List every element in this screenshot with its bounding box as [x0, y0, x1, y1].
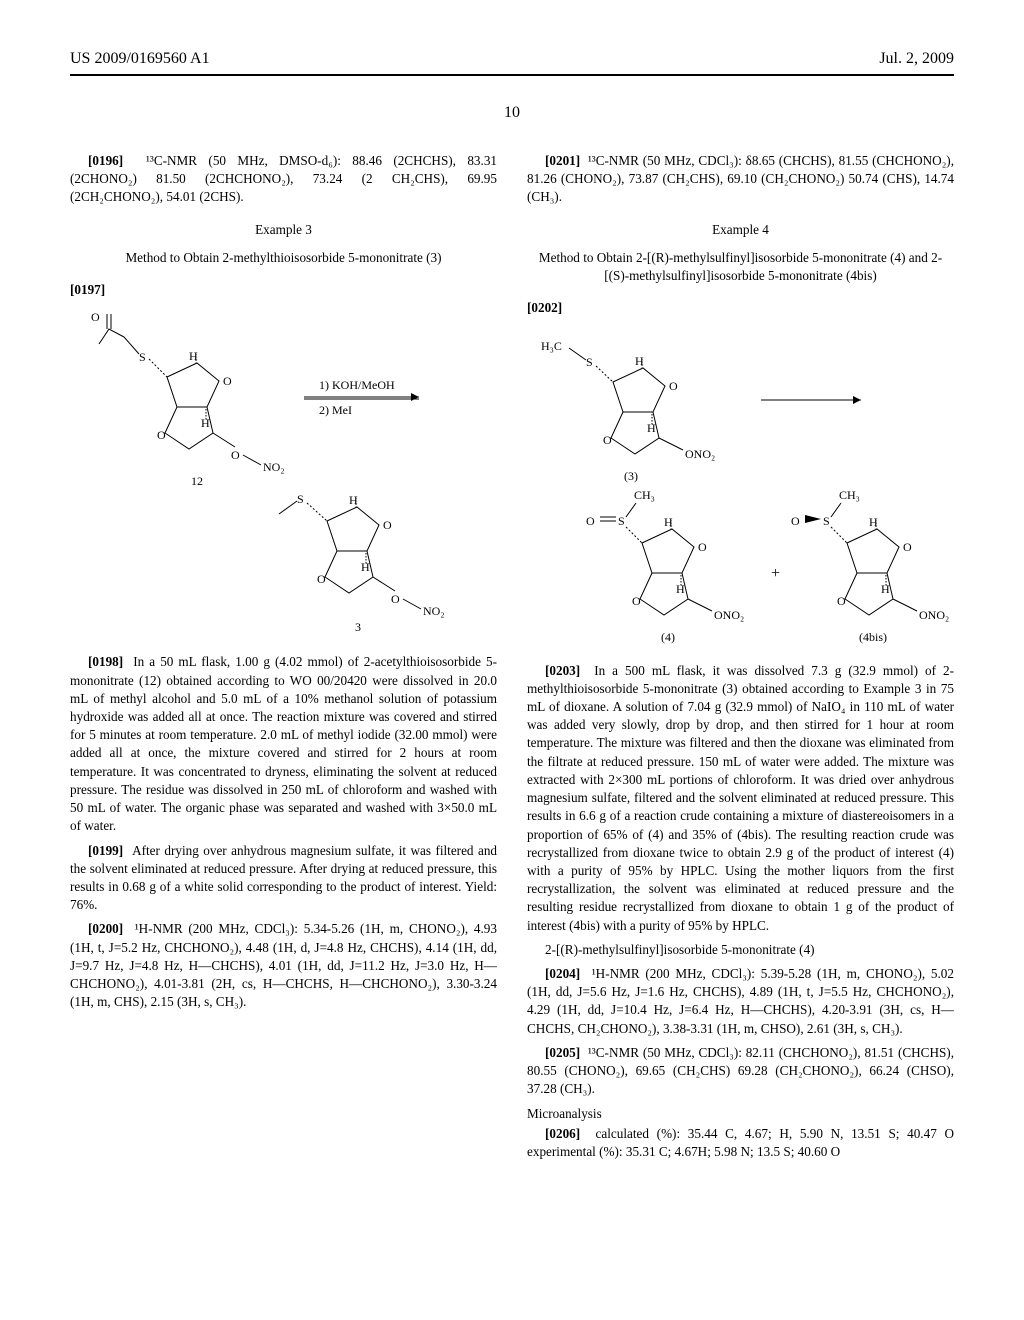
reaction-scheme-1: O S H O O [70, 309, 497, 639]
reagent2: 2) MeI [319, 403, 352, 417]
para-0197: [0197] [70, 281, 497, 299]
svg-text:O: O [391, 592, 400, 606]
scheme1-svg: O S H O O [79, 309, 489, 639]
svg-text:12: 12 [191, 474, 203, 488]
para-text: ¹³C-NMR (50 MHz, DMSO-d₆): 88.46 (2CHCHS… [70, 153, 497, 204]
svg-text:O: O [223, 374, 232, 388]
svg-text:(3): (3) [624, 469, 638, 483]
svg-text:O: O [791, 514, 800, 528]
svg-text:O: O [603, 433, 612, 447]
page: US 2009/0169560 A1 Jul. 2, 2009 10 [0196… [0, 0, 1024, 1320]
svg-text:ONO₂: ONO₂ [919, 608, 949, 622]
svg-text:(4bis): (4bis) [859, 630, 887, 644]
pub-date: Jul. 2, 2009 [879, 50, 954, 68]
compound-3: S H O O H O [279, 492, 445, 634]
svg-text:S: S [586, 355, 593, 369]
example-3-title: Method to Obtain 2-methylthioisosorbide … [70, 249, 497, 267]
para-0199: [0199] After drying over anhydrous magne… [70, 842, 497, 915]
svg-text:H: H [189, 349, 198, 363]
left-column: [0196] ¹³C-NMR (50 MHz, DMSO-d₆): 88.46 … [70, 152, 497, 1167]
svg-text:O: O [903, 540, 912, 554]
svg-text:ONO₂: ONO₂ [714, 608, 744, 622]
example-4-label: Example 4 [527, 221, 954, 239]
para-0200: [0200] ¹H-NMR (200 MHz, CDCl₃): 5.34-5.2… [70, 920, 497, 1011]
svg-text:CH₃: CH₃ [839, 488, 860, 502]
svg-text:CH₃: CH₃ [634, 488, 655, 502]
plus-icon: + [771, 565, 780, 582]
svg-text:ONO₂: ONO₂ [685, 447, 715, 461]
para-num: [0197] [70, 282, 105, 297]
reaction-arrow-1: 1) KOH/MeOH 2) MeI [304, 378, 419, 417]
microanalysis-heading: Microanalysis [527, 1105, 954, 1123]
svg-text:S: S [618, 514, 625, 528]
svg-text:O: O [632, 594, 641, 608]
svg-text:O: O [383, 518, 392, 532]
para-text: After drying over anhydrous magnesium su… [70, 843, 497, 913]
svg-text:H: H [664, 515, 673, 529]
svg-text:S: S [297, 492, 304, 506]
svg-text:S: S [823, 514, 830, 528]
para-0204: [0204] ¹H-NMR (200 MHz, CDCl₃): 5.39-5.2… [527, 965, 954, 1038]
svg-text:NO₂: NO₂ [423, 604, 445, 618]
svg-text:O: O [698, 540, 707, 554]
para-num: [0204] [545, 966, 580, 981]
para-num: [0199] [88, 843, 123, 858]
para-num: [0201] [545, 153, 580, 168]
para-text: ¹H-NMR (200 MHz, CDCl₃): 5.39-5.28 (1H, … [527, 966, 954, 1036]
para-num: [0196] [88, 153, 123, 168]
para-num: [0205] [545, 1045, 580, 1060]
svg-text:NO₂: NO₂ [263, 460, 285, 474]
svg-text:H: H [635, 354, 644, 368]
svg-text:H: H [349, 493, 358, 507]
para-0203: [0203] In a 500 mL flask, it was dissolv… [527, 662, 954, 935]
para-num: [0202] [527, 300, 562, 315]
para-num: [0198] [88, 654, 123, 669]
reaction-arrow-2 [761, 396, 861, 404]
para-0198: [0198] In a 50 mL flask, 1.00 g (4.02 mm… [70, 653, 497, 835]
para-0201: [0201] ¹³C-NMR (50 MHz, CDCl₃): δ8.65 (C… [527, 152, 954, 207]
scheme2-svg: H₃C S H O O H ONO₂ (3) [531, 328, 951, 648]
two-column-body: [0196] ¹³C-NMR (50 MHz, DMSO-d₆): 88.46 … [70, 152, 954, 1167]
para-0205: [0205] ¹³C-NMR (50 MHz, CDCl₃): 82.11 (C… [527, 1044, 954, 1099]
para-text: calculated (%): 35.44 C, 4.67; H, 5.90 N… [527, 1126, 954, 1159]
compound-4: CH₃ S O H O O H [586, 488, 744, 644]
para-text: ¹H-NMR (200 MHz, CDCl₃): 5.34-5.26 (1H, … [70, 921, 497, 1009]
svg-text:(4): (4) [661, 630, 675, 644]
svg-text:S: S [139, 350, 146, 364]
para-0206: [0206] calculated (%): 35.44 C, 4.67; H,… [527, 1125, 954, 1161]
para-text: In a 500 mL flask, it was dissolved 7.3 … [527, 663, 954, 933]
svg-text:O: O [317, 572, 326, 586]
para-num: [0203] [545, 663, 580, 678]
reaction-scheme-2: H₃C S H O O H ONO₂ (3) [527, 328, 954, 648]
reagent1: 1) KOH/MeOH [319, 378, 395, 392]
svg-text:H₃C: H₃C [541, 339, 562, 353]
compound-3-top: H₃C S H O O H ONO₂ (3) [541, 339, 715, 483]
para-0196: [0196] ¹³C-NMR (50 MHz, DMSO-d₆): 88.46 … [70, 152, 497, 207]
svg-text:H: H [869, 515, 878, 529]
compound-12: O S H O O [91, 310, 285, 488]
para-text: In a 50 mL flask, 1.00 g (4.02 mmol) of … [70, 654, 497, 833]
subhead-4: 2-[(R)-methylsulfinyl]isosorbide 5-monon… [527, 941, 954, 959]
para-text: ¹³C-NMR (50 MHz, CDCl₃): 82.11 (CHCHONO₂… [527, 1045, 954, 1096]
svg-text:O: O [157, 428, 166, 442]
svg-text:O: O [91, 310, 100, 324]
svg-text:O: O [586, 514, 595, 528]
pub-number: US 2009/0169560 A1 [70, 50, 210, 68]
svg-text:O: O [837, 594, 846, 608]
para-num: [0200] [88, 921, 123, 936]
page-number: 10 [70, 104, 954, 122]
svg-text:O: O [231, 448, 240, 462]
para-0202: [0202] [527, 299, 954, 317]
svg-text:3: 3 [355, 620, 361, 634]
svg-text:O: O [669, 379, 678, 393]
example-4-title: Method to Obtain 2-[(R)-methylsulfinyl]i… [527, 249, 954, 285]
para-text: ¹³C-NMR (50 MHz, CDCl₃): δ8.65 (CHCHS), … [527, 153, 954, 204]
compound-4bis: CH₃ S O H O O H [791, 488, 949, 644]
para-num: [0206] [545, 1126, 580, 1141]
example-3-label: Example 3 [70, 221, 497, 239]
header-rule [70, 74, 954, 76]
right-column: [0201] ¹³C-NMR (50 MHz, CDCl₃): δ8.65 (C… [527, 152, 954, 1167]
page-header: US 2009/0169560 A1 Jul. 2, 2009 [70, 50, 954, 68]
